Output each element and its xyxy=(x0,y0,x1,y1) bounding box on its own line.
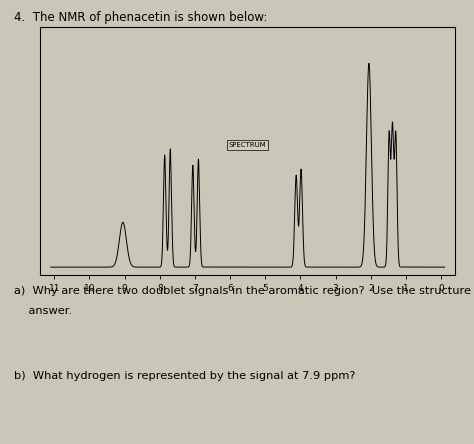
Text: 4.  The NMR of phenacetin is shown below:: 4. The NMR of phenacetin is shown below: xyxy=(14,11,268,24)
Text: answer.: answer. xyxy=(14,306,73,317)
Text: a)  Why are there two doublet signals in the aromatic region?  Use the structure: a) Why are there two doublet signals in … xyxy=(14,286,474,297)
Text: b)  What hydrogen is represented by the signal at 7.9 ppm?: b) What hydrogen is represented by the s… xyxy=(14,371,356,381)
Text: SPECTRUM: SPECTRUM xyxy=(229,142,266,148)
